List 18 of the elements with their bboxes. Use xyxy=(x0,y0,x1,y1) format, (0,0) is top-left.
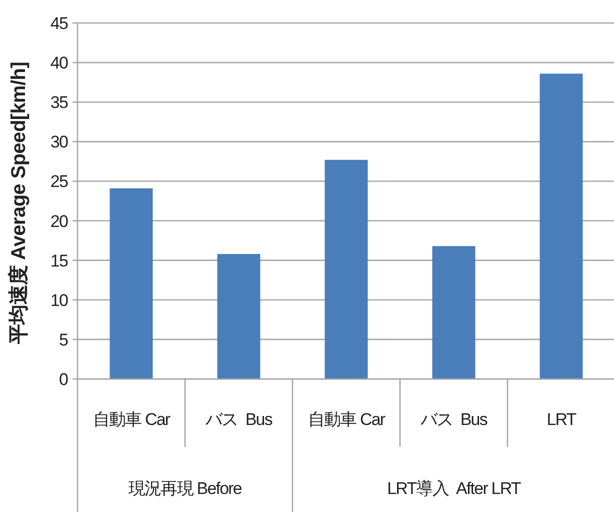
y-tick-label: 20 xyxy=(50,212,68,231)
y-tick-label: 0 xyxy=(58,370,68,389)
text: 現況再現 Before xyxy=(128,479,242,498)
y-tick-label: 40 xyxy=(50,54,68,73)
y-tick-label: 30 xyxy=(50,132,68,152)
x-tick-label: LRT xyxy=(546,410,576,429)
y-tick-label: 10 xyxy=(50,290,68,310)
y-tick-label: 35 xyxy=(50,93,68,112)
y-tick-label: 25 xyxy=(50,172,68,192)
x-tick-label: 自動車 Car xyxy=(92,410,171,429)
y-tick-label: 15 xyxy=(50,251,68,270)
y-axis-title: 平均速度 Average Speed[km/h] xyxy=(7,62,30,346)
x-tick-label: バス Bus xyxy=(204,410,272,429)
y-tick-label: 45 xyxy=(50,14,68,33)
x-tick-label: バス Bus xyxy=(420,410,488,429)
y-tick-label: 5 xyxy=(58,330,68,350)
text: LRT導入 After LRT xyxy=(387,479,521,498)
x-tick-label: 自動車 Car xyxy=(308,410,386,429)
